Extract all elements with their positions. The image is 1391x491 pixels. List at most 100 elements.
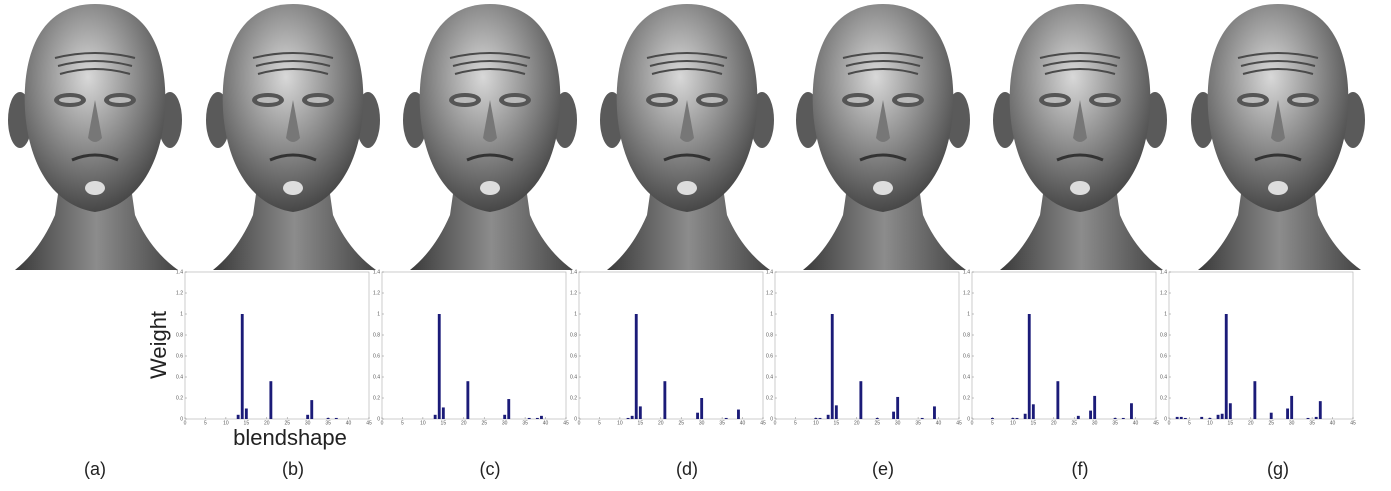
bar [1093, 396, 1096, 419]
bar [438, 314, 441, 419]
bar [635, 314, 638, 419]
y-tick-label: 0.8 [1160, 332, 1167, 338]
y-tick-label: 1 [377, 311, 380, 317]
face-render [993, 4, 1167, 270]
x-tick-label: 0 [184, 420, 187, 426]
y-tick-label: 0.8 [963, 332, 970, 338]
y-tick-label: 0.8 [766, 332, 773, 338]
x-tick-label: 30 [1092, 420, 1098, 426]
x-tick-label: 15 [1228, 420, 1234, 426]
bar [1200, 417, 1203, 419]
y-tick-label: 1.2 [1160, 290, 1167, 296]
bar [466, 381, 469, 419]
bar [896, 397, 899, 419]
x-tick-label: 0 [381, 420, 384, 426]
bar [442, 407, 445, 419]
y-tick-label: 1 [1164, 311, 1167, 317]
bar [1176, 417, 1179, 419]
bar [892, 412, 895, 419]
y-tick-label: 1 [770, 311, 773, 317]
y-tick-label: 0.6 [963, 353, 970, 359]
x-tick-label: 15 [1031, 420, 1037, 426]
plot-frame [579, 272, 763, 419]
bar [921, 418, 924, 419]
x-tick-label: 40 [740, 420, 746, 426]
y-tick-label: 1.2 [963, 290, 970, 296]
bar [1319, 401, 1322, 419]
x-tick-label: 40 [936, 420, 942, 426]
y-tick-label: 0.4 [1160, 374, 1167, 380]
y-tick-label: 0.4 [373, 374, 380, 380]
bar-chart: 00.20.40.60.811.21.4051015202530354045 [373, 269, 569, 426]
bar [1315, 417, 1318, 419]
plot-frame [382, 272, 566, 419]
x-tick-label: 20 [854, 420, 860, 426]
y-tick-label: 0.6 [570, 353, 577, 359]
bar [1056, 381, 1059, 419]
y-tick-label: 1.4 [176, 269, 183, 275]
bar [876, 418, 879, 419]
x-tick-label: 0 [774, 420, 777, 426]
y-tick-label: 0.2 [176, 395, 183, 401]
x-tick-label: 0 [1168, 420, 1171, 426]
x-tick-label: 35 [1112, 420, 1118, 426]
bar [725, 418, 728, 419]
x-tick-label: 25 [1071, 420, 1077, 426]
bar [1253, 381, 1256, 419]
panel-label: (g) [1267, 459, 1289, 479]
x-tick-label: 10 [617, 420, 623, 426]
bar [1114, 418, 1117, 419]
y-tick-label: 0.2 [963, 395, 970, 401]
x-tick-label: 20 [658, 420, 664, 426]
bar [814, 418, 817, 419]
plot-frame [1169, 272, 1353, 419]
bar [700, 398, 703, 419]
x-tick-label: 35 [1309, 420, 1315, 426]
x-tick-label: 30 [895, 420, 901, 426]
y-tick-label: 0.2 [373, 395, 380, 401]
bar [1229, 403, 1232, 419]
x-tick-label: 20 [1051, 420, 1057, 426]
x-tick-label: 30 [699, 420, 705, 426]
figure: (a)(b)(c)(d)(e)(f)(g) 00.20.40.60.811.21… [0, 0, 1391, 491]
panel-label: (a) [84, 459, 106, 479]
x-tick-label: 10 [223, 420, 229, 426]
bar [1225, 314, 1228, 419]
bar [1208, 418, 1211, 419]
bar [536, 418, 539, 419]
x-tick-label: 5 [1188, 420, 1191, 426]
bar [1184, 418, 1187, 419]
bar [1016, 418, 1019, 419]
bar [859, 381, 862, 419]
y-tick-label: 0.6 [766, 353, 773, 359]
face-render [206, 4, 380, 270]
y-tick-label: 1.4 [570, 269, 577, 275]
y-tick-label: 0.2 [1160, 395, 1167, 401]
bar [1290, 396, 1293, 419]
panel-label: (b) [282, 459, 304, 479]
bar [241, 314, 244, 419]
x-tick-label: 15 [441, 420, 447, 426]
plot-frame [972, 272, 1156, 419]
y-tick-label: 0.4 [766, 374, 773, 380]
x-tick-label: 5 [794, 420, 797, 426]
bar [737, 410, 740, 419]
x-tick-label: 5 [991, 420, 994, 426]
x-tick-label: 45 [563, 420, 569, 426]
y-axis-label: Weight [146, 311, 171, 379]
x-tick-label: 10 [1010, 420, 1016, 426]
y-tick-label: 1 [574, 311, 577, 317]
bar [503, 415, 506, 419]
bar [528, 418, 531, 419]
y-tick-label: 0.4 [176, 374, 183, 380]
bar [819, 418, 822, 419]
x-tick-label: 25 [678, 420, 684, 426]
bar [269, 381, 272, 419]
plot-frame [775, 272, 959, 419]
x-tick-label: 35 [915, 420, 921, 426]
bar [663, 381, 666, 419]
bar [434, 415, 437, 419]
bar-chart: 00.20.40.60.811.21.4051015202530354045 [766, 269, 962, 426]
x-tick-label: 30 [1289, 420, 1295, 426]
y-tick-label: 0.2 [570, 395, 577, 401]
